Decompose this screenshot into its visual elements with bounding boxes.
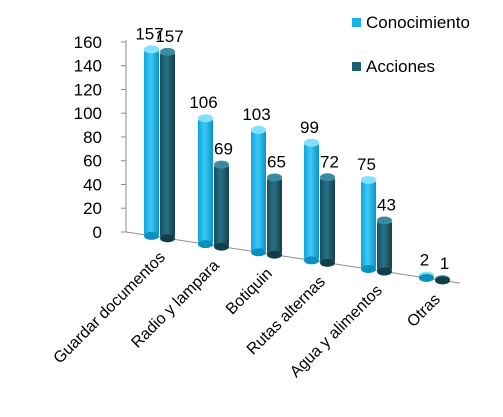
bar-top	[320, 173, 335, 182]
bar-bottom	[435, 276, 450, 285]
data-label: 99	[300, 118, 319, 137]
data-label: 43	[377, 195, 396, 214]
y-tick-label: 100	[74, 104, 102, 123]
bar-top	[198, 114, 213, 123]
bar-bottom	[304, 256, 319, 265]
category-label: Otras	[404, 291, 444, 331]
y-tick-label: 80	[83, 128, 102, 147]
data-label: 103	[242, 105, 270, 124]
bar-bottom	[267, 250, 282, 259]
bar-bottom	[144, 231, 159, 240]
axes	[125, 39, 461, 284]
bar-conocimiento	[198, 118, 213, 245]
data-label: 106	[189, 93, 217, 112]
legend-swatch	[352, 18, 361, 27]
y-tick-label: 120	[74, 80, 102, 99]
legend-label: Acciones	[366, 57, 435, 76]
bar-bottom	[419, 273, 434, 282]
data-label: 75	[357, 155, 376, 174]
x-axis-line	[125, 231, 461, 284]
bar-conocimiento	[251, 129, 266, 253]
data-label: 1	[440, 254, 449, 273]
y-tick-label: 140	[74, 57, 102, 76]
data-label: 72	[320, 152, 339, 171]
bar-conocimiento	[144, 49, 159, 236]
bar-bottom	[160, 234, 175, 243]
bar-bottom	[214, 242, 229, 251]
bar-top	[251, 125, 266, 134]
category-label: Guardar documentos	[51, 249, 169, 367]
legend: Conocimiento Acciones	[352, 13, 470, 76]
bar-top	[361, 176, 376, 185]
bar-bottom	[320, 258, 335, 267]
bar-acciones	[214, 164, 229, 247]
y-tick-label: 60	[83, 152, 102, 171]
bar-acciones	[267, 177, 282, 255]
legend-swatch	[352, 62, 361, 71]
data-label: 157	[135, 24, 163, 43]
bar-top	[144, 45, 159, 54]
y-tick-label: 40	[83, 175, 102, 194]
bar-conocimiento	[361, 180, 376, 270]
bar-top	[267, 173, 282, 182]
y-tick-label: 20	[83, 199, 102, 218]
bar-top	[160, 47, 175, 56]
y-axis-ticks: 0 20 40 60 80 100 120 140 160	[74, 33, 126, 242]
data-label: 2	[420, 251, 429, 270]
y-tick-label: 0	[93, 223, 102, 242]
bar-top	[304, 138, 319, 147]
category-label: Botiquin	[223, 265, 276, 318]
bar-top	[377, 216, 392, 225]
legend-label: Conocimiento	[366, 13, 470, 32]
bar-bottom	[251, 248, 266, 257]
bar-top	[214, 160, 229, 169]
bar-conocimiento	[304, 142, 319, 261]
bar-acciones	[377, 220, 392, 272]
data-label: 157	[155, 27, 183, 46]
bar-bottom	[377, 267, 392, 276]
bar-acciones	[320, 177, 335, 263]
bars	[144, 45, 450, 285]
bar-bottom	[361, 265, 376, 274]
bar-bottom	[198, 240, 213, 249]
y-tick-label: 160	[74, 33, 102, 52]
data-label: 65	[267, 153, 286, 172]
bar-acciones	[160, 51, 175, 239]
data-label: 69	[214, 140, 233, 159]
